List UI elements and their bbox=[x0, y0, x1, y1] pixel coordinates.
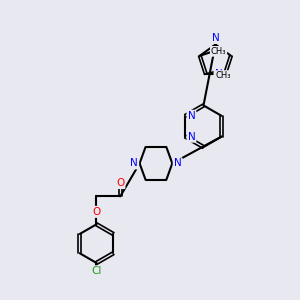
Text: CH₃: CH₃ bbox=[211, 47, 226, 56]
Text: CH₃: CH₃ bbox=[215, 71, 231, 80]
Text: O: O bbox=[116, 178, 124, 188]
Text: N: N bbox=[188, 132, 195, 142]
Text: N: N bbox=[188, 111, 195, 121]
Text: N: N bbox=[214, 69, 222, 79]
Text: N: N bbox=[212, 33, 219, 43]
Text: O: O bbox=[92, 207, 101, 217]
Text: N: N bbox=[130, 158, 138, 168]
Text: N: N bbox=[174, 158, 182, 168]
Text: Cl: Cl bbox=[91, 266, 102, 276]
